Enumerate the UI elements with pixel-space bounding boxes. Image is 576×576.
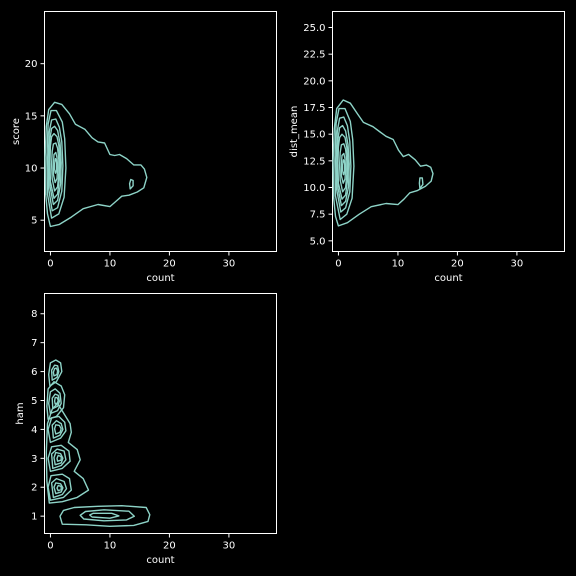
subplot-frame [44,11,277,252]
subplot-count-vs-dist-mean: 0 10 20 30 5.0 7.5 10.0 12.5 15.0 17.5 20.0 22.5 25… [289,11,565,284]
x-tick-label: 30 [223,259,236,270]
contour-line-6 [338,143,348,193]
y-axis-label: ham [15,402,26,424]
y-tick-label: 20 [25,59,38,70]
y-ticks: 1 2 3 4 5 6 7 8 [31,309,45,523]
contour-line-10 [50,448,67,470]
contour-line-6 [50,142,60,192]
y-axis-label: dist_mean [289,106,300,158]
y-tick-label: 1 [31,512,37,523]
y-axis-label: score [11,118,22,145]
contour-line-4 [45,402,90,504]
y-tick-label: 15 [25,111,38,122]
y-tick-label: 7 [31,338,37,349]
contour-line-8 [56,484,62,492]
contour-line-3 [89,512,120,519]
y-tick-label: 3 [31,454,37,465]
contour-line-8 [341,159,346,176]
y-tick-label: 5 [31,396,37,407]
x-tick-label: 0 [47,259,53,270]
y-tick-label: 25.0 [303,23,325,34]
subplot-frame [332,11,565,252]
y-tick-label: 5.0 [310,236,326,247]
contour-line-5 [49,132,61,199]
subplot-frame [44,293,277,534]
contour-lines [44,101,148,228]
x-tick-label: 30 [511,259,524,270]
x-tick-label: 10 [104,541,117,552]
x-axis-label: count [146,273,174,284]
contour-lines [45,359,151,527]
y-tick-label: 20.0 [303,76,325,87]
contour-line-8 [53,157,58,174]
y-tick-label: 10.0 [303,183,325,194]
contour-line-13 [47,415,67,444]
y-tick-label: 15.0 [303,130,325,141]
contour-line-15 [53,424,62,435]
y-tick-label: 7.5 [310,210,326,221]
x-tick-label: 0 [335,259,341,270]
x-tick-label: 20 [163,541,176,552]
y-tick-label: 4 [31,425,37,436]
contour-line-9 [418,177,424,190]
y-tick-label: 12.5 [303,156,325,167]
x-axis-label: count [146,555,174,566]
contour-line-18 [51,393,61,410]
contour-line-7 [53,482,64,495]
x-ticks: 0 10 20 30 [335,251,524,270]
contour-line-17 [48,388,62,415]
contour-line-22 [52,367,59,377]
x-ticks: 0 10 20 30 [47,533,236,552]
contour-line-1 [44,101,148,228]
y-ticks: 5 10 15 20 [25,59,45,227]
y-tick-label: 8 [31,309,37,320]
contour-line-12 [56,454,62,462]
contour-lines [332,99,434,227]
x-axis-label: count [434,273,462,284]
subplot-count-vs-score: 0 10 20 30 5 10 15 20 count score [11,11,277,284]
x-tick-label: 10 [392,259,405,270]
x-tick-label: 10 [104,259,117,270]
subplot-count-vs-ham: 0 10 20 30 1 2 3 4 5 6 7 8 count ham [15,293,277,566]
y-tick-label: 2 [31,483,37,494]
contour-line-20 [48,359,63,387]
contour-line-19 [53,396,59,405]
contour-line-9 [47,444,71,472]
contour-line-9 [128,178,134,190]
y-tick-label: 5 [31,216,37,227]
x-tick-label: 30 [223,541,236,552]
x-tick-label: 0 [47,541,53,552]
contour-line-16 [46,381,66,420]
contour-line-5 [337,133,349,200]
x-tick-label: 20 [451,259,464,270]
y-ticks: 5.0 7.5 10.0 12.5 15.0 17.5 20.0 22.5 25.0 [303,23,333,247]
contour-line-7 [340,152,347,184]
contour-line-3 [47,118,64,212]
contour-line-14 [51,420,64,439]
y-tick-label: 6 [31,367,37,378]
contour-line-5 [47,473,72,501]
contour-line-2 [79,509,135,522]
contour-line-6 [50,477,68,499]
y-tick-label: 22.5 [303,50,325,61]
y-tick-label: 17.5 [303,103,325,114]
contour-line-3 [335,116,352,213]
x-tick-label: 20 [163,259,176,270]
contour-line-2 [46,109,67,219]
contour-line-7 [52,151,59,184]
x-ticks: 0 10 20 30 [47,251,236,270]
contour-line-1 [332,99,434,227]
contour-line-21 [50,364,60,381]
y-tick-label: 10 [25,164,38,175]
contour-line-11 [53,451,64,466]
contour-line-2 [334,107,355,221]
contour-line-1 [59,505,151,527]
